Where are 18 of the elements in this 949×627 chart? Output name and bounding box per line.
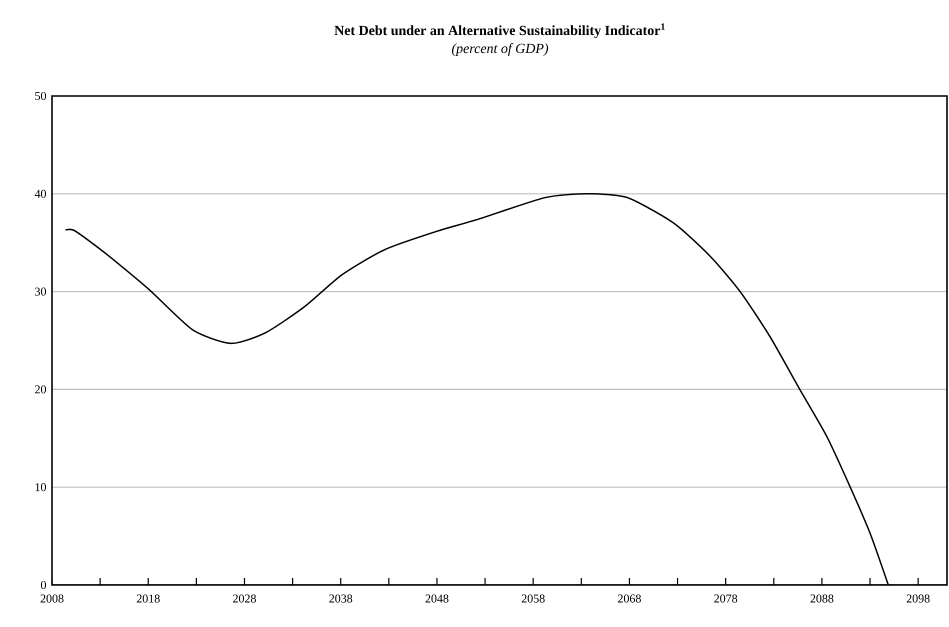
x-tick-label: 2048 (426, 594, 448, 603)
x-tick-label: 2058 (522, 594, 545, 603)
y-tick-label: 20 (35, 385, 46, 394)
y-tick-label: 50 (35, 92, 46, 100)
x-tick-label: 2018 (136, 594, 160, 603)
y-tick-label: 30 (35, 288, 46, 296)
x-tick-label: 2028 (233, 594, 256, 603)
x-tick-label: 2078 (714, 594, 738, 603)
chart-subtitle: (percent of GDP) (452, 43, 548, 56)
y-tick-label: 40 (34, 190, 46, 198)
y-tick-label: 0 (40, 580, 46, 590)
x-tick-label: 2088 (810, 594, 834, 603)
x-tick-label: 2098 (906, 594, 930, 603)
chart-title: Net Debt under an Alternative Sustainability Indicator$^{1}$ (334, 23, 665, 38)
x-tick-label: 2008 (40, 594, 64, 603)
y-tick-label: 10 (36, 483, 46, 492)
x-tick-label: 2068 (618, 594, 641, 603)
x-tick-label: 2038 (329, 594, 352, 603)
